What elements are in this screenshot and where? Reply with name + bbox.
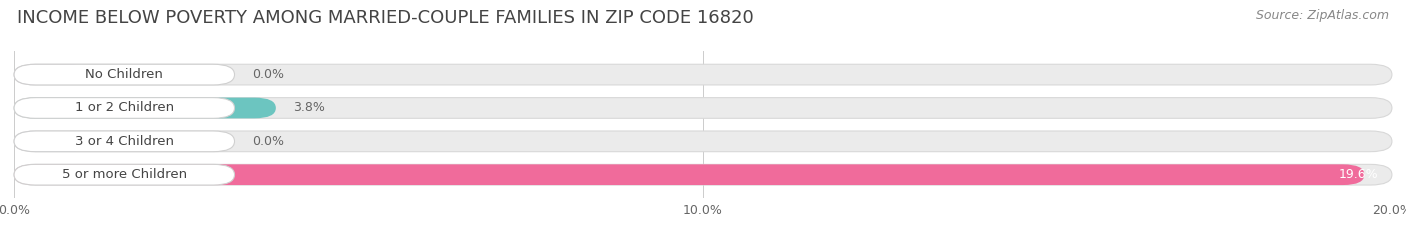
Text: 3.8%: 3.8%: [292, 102, 325, 114]
FancyBboxPatch shape: [14, 131, 1392, 152]
FancyBboxPatch shape: [14, 64, 235, 85]
Text: 1 or 2 Children: 1 or 2 Children: [75, 102, 174, 114]
Text: 19.6%: 19.6%: [1339, 168, 1378, 181]
FancyBboxPatch shape: [14, 164, 1364, 185]
FancyBboxPatch shape: [14, 131, 235, 152]
FancyBboxPatch shape: [14, 131, 90, 152]
FancyBboxPatch shape: [14, 164, 235, 185]
Text: 3 or 4 Children: 3 or 4 Children: [75, 135, 174, 148]
Text: No Children: No Children: [86, 68, 163, 81]
FancyBboxPatch shape: [14, 98, 1392, 118]
Text: INCOME BELOW POVERTY AMONG MARRIED-COUPLE FAMILIES IN ZIP CODE 16820: INCOME BELOW POVERTY AMONG MARRIED-COUPL…: [17, 9, 754, 27]
Text: 0.0%: 0.0%: [252, 68, 284, 81]
Text: 0.0%: 0.0%: [252, 135, 284, 148]
FancyBboxPatch shape: [14, 64, 90, 85]
FancyBboxPatch shape: [14, 164, 1392, 185]
Text: 5 or more Children: 5 or more Children: [62, 168, 187, 181]
FancyBboxPatch shape: [14, 64, 1392, 85]
FancyBboxPatch shape: [14, 98, 276, 118]
Text: Source: ZipAtlas.com: Source: ZipAtlas.com: [1256, 9, 1389, 22]
FancyBboxPatch shape: [14, 98, 235, 118]
